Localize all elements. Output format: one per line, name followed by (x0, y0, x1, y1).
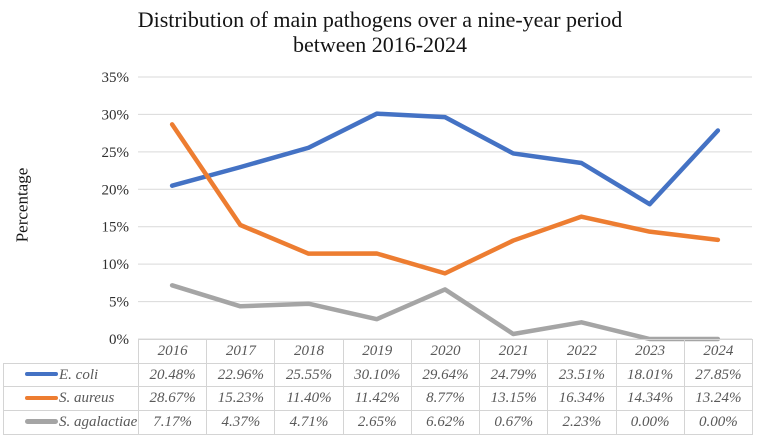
table-corner-cell (4, 340, 139, 364)
series-line-e-coli (169, 111, 721, 207)
year-header-cell: 2017 (206, 339, 276, 364)
value-cell: 13.24% (683, 386, 754, 412)
value-cell: 8.77% (410, 386, 481, 412)
legend-line-marker (25, 395, 58, 401)
chart-title: Distribution of main pathogens over a ni… (0, 7, 760, 57)
legend-cell: E. coli (3, 362, 139, 388)
y-tick-label: 5% (109, 295, 129, 311)
y-tick-label: 30% (102, 107, 130, 123)
value-cell: 2.65% (342, 410, 412, 435)
series-line-s-agalactiae (169, 283, 721, 342)
year-header-cell: 2021 (479, 339, 549, 364)
value-cell: 16.34% (547, 386, 617, 412)
value-cell: 24.79% (479, 362, 549, 388)
legend-cell: S. agalactiae (3, 410, 139, 435)
year-header-cell: 2022 (547, 339, 617, 364)
table-row: S. aureus 28.67% 15.23% 11.40% 11.42% 8.77% 13… (3, 386, 754, 412)
value-cell: 2.23% (547, 410, 617, 435)
value-cell: 23.51% (547, 362, 617, 388)
value-cell: 27.85% (683, 362, 754, 388)
value-cell: 0.00% (683, 410, 754, 435)
legend-line-marker (25, 371, 58, 377)
value-cell: 6.62% (410, 410, 481, 435)
line-chart-plot: 0% 5% 10% 15% 20% 25% 30% 35% (102, 70, 752, 348)
value-cell: 0.00% (615, 410, 685, 435)
year-header-cell: 2020 (410, 339, 481, 364)
year-header-cell: 2023 (615, 339, 685, 364)
legend-cell: S. aureus (3, 386, 139, 412)
year-header-cell: 2016 (137, 339, 208, 364)
value-cell: 20.48% (137, 362, 208, 388)
value-cell: 14.34% (615, 386, 685, 412)
chart-title-line2: between 2016-2024 (292, 32, 468, 57)
y-tick-label: 10% (102, 257, 130, 273)
year-header-cell: 2019 (342, 339, 412, 364)
y-tick-label: 20% (102, 182, 130, 198)
series-line-s-aureus (169, 122, 721, 276)
legend-series-label: S. aureus (59, 390, 115, 407)
chart-title-line1: Distribution of main pathogens over a ni… (137, 7, 623, 32)
value-cell: 29.64% (410, 362, 481, 388)
value-cell: 13.15% (479, 386, 549, 412)
table-row: S. agalactiae 7.17% 4.37% 4.71% 2.65% 6.62% 0.… (3, 410, 754, 435)
y-tick-label: 15% (102, 220, 130, 236)
legend-series-label: S. agalactiae (59, 413, 138, 430)
year-header-cell: 2018 (274, 339, 344, 364)
value-cell: 0.67% (479, 410, 549, 435)
y-tick-label: 0% (109, 332, 129, 348)
legend-series-label: E. coli (59, 366, 99, 383)
value-cell: 11.42% (342, 386, 412, 412)
table-row: E. coli 20.48% 22.96% 25.55% 30.10% 29.64% 24.… (3, 362, 754, 388)
value-cell: 7.17% (137, 410, 208, 435)
value-cell: 22.96% (206, 362, 276, 388)
value-cell: 25.55% (274, 362, 344, 388)
value-cell: 4.37% (206, 410, 276, 435)
table-header-row: 2016 2017 2018 2019 2020 2021 2022 2023 2024 (4, 339, 754, 364)
value-cell: 30.10% (342, 362, 412, 388)
value-cell: 15.23% (206, 386, 276, 412)
value-cell: 18.01% (615, 362, 685, 388)
legend-line-marker (25, 419, 58, 424)
y-tick-label: 35% (102, 70, 130, 86)
y-tick-label: 25% (102, 145, 130, 161)
chart-data-table: 2016 2017 2018 2019 2020 2021 2022 2023 2024 E. c… (3, 339, 754, 435)
year-header-cell: 2024 (683, 339, 754, 364)
value-cell: 4.71% (274, 410, 344, 435)
value-cell: 28.67% (137, 386, 208, 412)
value-cell: 11.40% (274, 386, 344, 412)
